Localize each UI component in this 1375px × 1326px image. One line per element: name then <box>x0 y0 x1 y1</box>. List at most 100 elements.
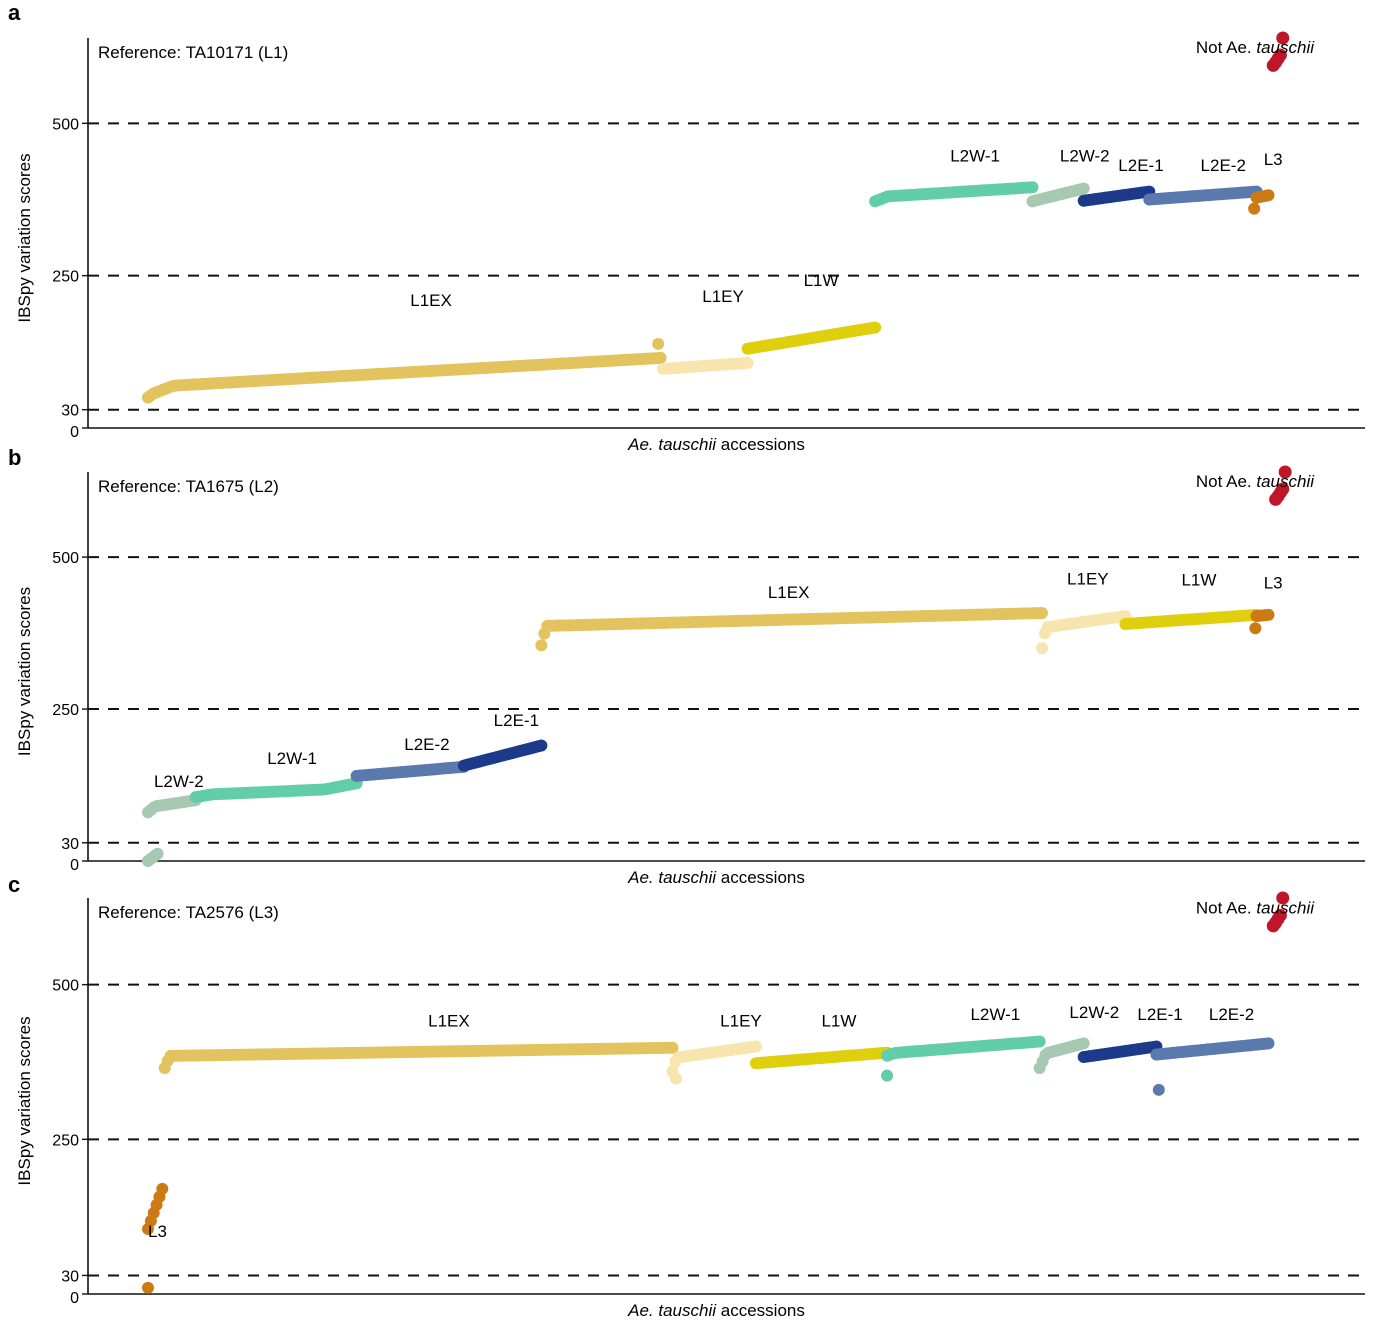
series-l2w-1 <box>869 181 1039 208</box>
data-point <box>1152 1083 1165 1096</box>
series-l2w-2 <box>142 794 202 867</box>
series-l1ey <box>666 1040 762 1085</box>
y-tick-label: 30 <box>61 403 79 420</box>
series-l1w <box>1119 608 1263 630</box>
data-point <box>1077 1037 1090 1050</box>
group-label: L2E-1 <box>1118 156 1163 175</box>
group-label: L1EY <box>720 1012 762 1031</box>
data-point <box>1262 608 1275 621</box>
data-point <box>654 351 667 364</box>
series-l2e-1 <box>457 739 548 772</box>
group-label: L1EY <box>1067 569 1109 588</box>
panel-c: c 0 30 250 500 IBSpy variation scores Ae. taus… <box>8 872 1365 1320</box>
group-label: L1W <box>821 1012 856 1031</box>
group-label: L2W-2 <box>154 772 204 791</box>
series-l2w-2 <box>1033 1037 1090 1075</box>
group-label: L1EX <box>768 583 810 602</box>
reference-label: Reference: TA2576 (L3) <box>98 903 279 922</box>
y-tick-label: 500 <box>52 550 79 567</box>
data-point <box>1278 465 1292 479</box>
data-point <box>1036 642 1048 655</box>
data-point <box>535 739 548 752</box>
data-point <box>1273 48 1287 62</box>
y-tick-label: 0 <box>70 424 79 441</box>
data-point <box>1036 607 1048 620</box>
series-l3 <box>1249 608 1275 635</box>
series-l2e-1 <box>1077 1040 1163 1064</box>
series-l3 <box>142 1182 169 1294</box>
group-label: L2W-2 <box>1060 147 1110 166</box>
data-point <box>652 337 665 350</box>
group-label: L2W-1 <box>267 749 317 768</box>
series-l2e-1 <box>1077 185 1156 207</box>
data-point <box>869 321 882 334</box>
data-point <box>1273 908 1287 922</box>
y-tick-label: 30 <box>61 1268 79 1285</box>
series-l1w <box>749 1046 894 1070</box>
group-label: L2W-2 <box>1069 1003 1119 1022</box>
group-label: L1EX <box>428 1012 470 1031</box>
series-l3 <box>1248 189 1275 215</box>
x-axis-label: Ae. tauschii accessions <box>627 1301 805 1320</box>
panel-letter: a <box>8 0 21 25</box>
panel-b: b 0 30 250 500 IBSpy variation scores Ae. taus… <box>8 445 1365 887</box>
y-tick-label: 30 <box>61 836 79 853</box>
group-label: L1W <box>804 271 839 290</box>
series-l2w-1 <box>881 1035 1046 1082</box>
y-tick-label: 500 <box>52 116 79 133</box>
series-l2w-2 <box>1026 182 1090 208</box>
series-l1ey <box>1036 610 1132 655</box>
series-l2w-1 <box>189 777 363 804</box>
group-label: L2E-2 <box>1201 156 1246 175</box>
panel-a: a 0 30 250 500 IBSpy variation scores Ae. taus… <box>8 0 1365 454</box>
data-point <box>142 1281 154 1294</box>
data-point <box>741 356 754 369</box>
data-point <box>1026 181 1039 194</box>
group-label: L2W-1 <box>970 1005 1020 1024</box>
group-label: L2W-1 <box>950 147 1000 166</box>
y-tick-label: 0 <box>70 857 79 874</box>
data-point <box>156 1182 169 1195</box>
series-l2e-2 <box>1150 1037 1275 1096</box>
series-not-ae-tauschii <box>1266 31 1290 72</box>
reference-label: Reference: TA10171 (L1) <box>98 43 288 62</box>
data-point <box>1249 622 1262 635</box>
y-axis-label: IBSpy variation scores <box>15 587 34 756</box>
series-not-ae-tauschii <box>1266 891 1290 933</box>
series-l2e-2 <box>350 760 470 782</box>
group-label: L2E-2 <box>1209 1005 1254 1024</box>
data-point <box>1276 31 1290 45</box>
data-point <box>1077 182 1090 195</box>
series-l2e-2 <box>1143 185 1263 206</box>
group-label: L2E-1 <box>1137 1005 1182 1024</box>
data-point <box>151 847 164 860</box>
y-tick-label: 500 <box>52 978 79 995</box>
panel-letter: c <box>8 872 20 897</box>
group-label: L1EY <box>702 287 744 306</box>
data-point <box>666 1041 679 1054</box>
group-label: L1EX <box>410 291 452 310</box>
y-tick-label: 250 <box>52 269 79 286</box>
series-not-ae-tauschii <box>1269 465 1292 506</box>
outlier-label: Not Ae. tauschii <box>1196 898 1315 917</box>
data-point <box>1276 891 1290 905</box>
series-l1ex <box>158 1041 679 1075</box>
panel-letter: b <box>8 445 21 470</box>
series-l1w <box>741 321 882 355</box>
series-l1ex <box>535 607 1048 652</box>
y-tick-label: 250 <box>52 702 79 719</box>
y-tick-label: 0 <box>70 1290 79 1307</box>
group-label: L3 <box>1264 150 1283 169</box>
data-point <box>670 1072 683 1085</box>
group-label: L2E-1 <box>494 711 539 730</box>
y-tick-label: 250 <box>52 1132 79 1149</box>
group-label: L1W <box>1181 571 1216 590</box>
data-point <box>1262 1037 1275 1050</box>
x-axis-label: Ae. tauschii accessions <box>627 868 805 887</box>
data-point <box>1262 189 1275 202</box>
data-point <box>1248 202 1261 215</box>
series-l1ex <box>142 337 667 404</box>
data-point <box>749 1040 762 1053</box>
data-point <box>1276 482 1290 496</box>
group-label: L2E-2 <box>404 735 449 754</box>
